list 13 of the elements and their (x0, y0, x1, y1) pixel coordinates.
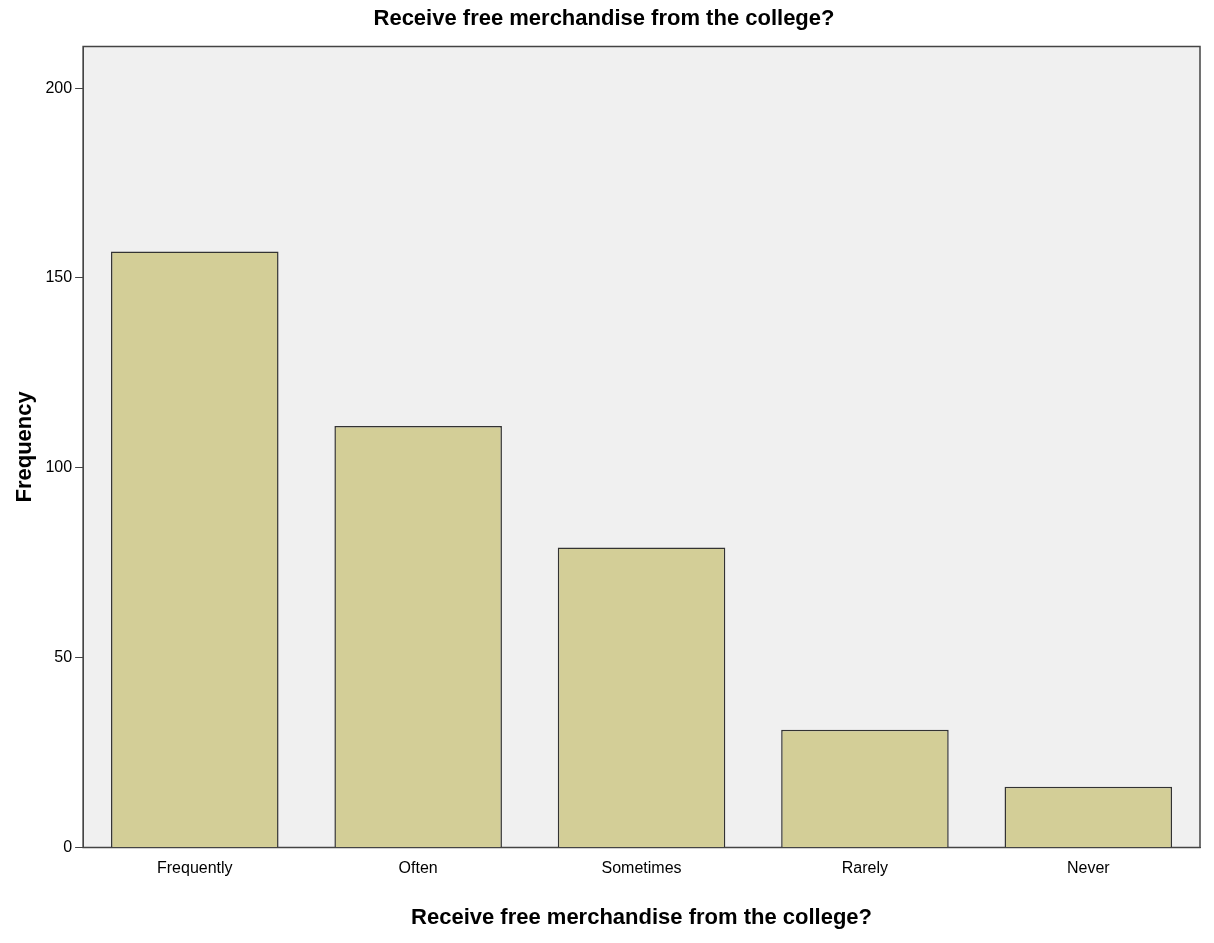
x-tick-label: Sometimes (601, 859, 682, 877)
chart-title: Receive free merchandise from the college? (373, 5, 835, 31)
x-tick-label: Rarely (841, 859, 889, 877)
y-tick-label: 200 (45, 78, 73, 96)
x-tick-label: Often (398, 859, 438, 877)
x-tick-label: Never (1066, 859, 1111, 877)
y-tick-label: 50 (54, 648, 73, 665)
x-tick-label: Frequently (156, 859, 233, 877)
y-tick-label: 0 (63, 837, 73, 855)
y-tick-label: 100 (45, 458, 73, 476)
y-axis-title: Frequency (11, 390, 37, 503)
x-axis-title: Receive free merchandise from the college? (411, 903, 873, 929)
y-tick-label: 150 (45, 268, 73, 286)
